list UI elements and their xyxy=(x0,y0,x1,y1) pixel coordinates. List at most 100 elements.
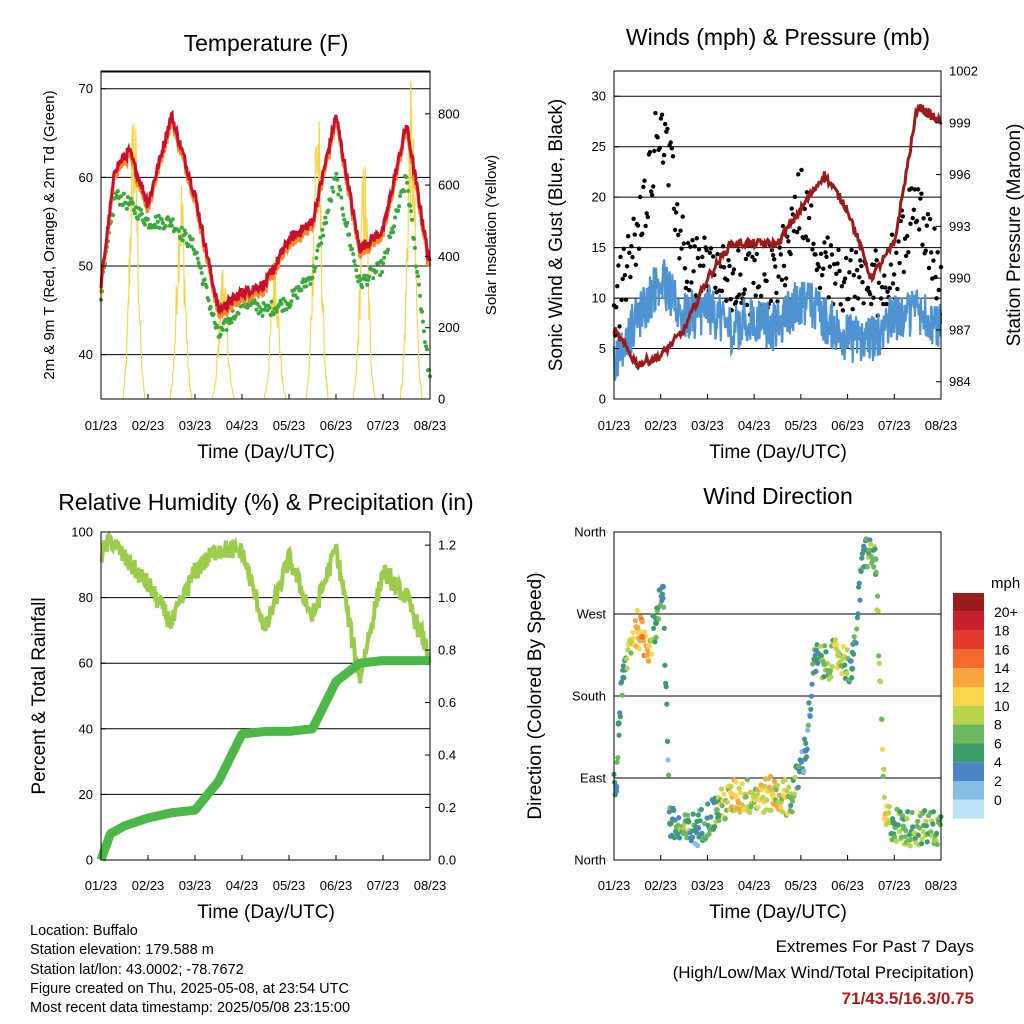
dewpoint-point xyxy=(139,211,144,216)
legend-swatch xyxy=(953,630,984,650)
gust-point xyxy=(619,297,624,303)
direction-point xyxy=(802,747,809,754)
dewpoint-point xyxy=(304,284,309,289)
direction-point xyxy=(878,679,884,685)
dewpoint-point xyxy=(353,263,358,268)
dewpoint-point xyxy=(364,273,369,278)
dewpoint-point xyxy=(334,171,339,176)
y2-tick-label: 200 xyxy=(438,320,460,335)
station-elevation: Station elevation: 179.588 m xyxy=(30,942,214,959)
dewpoint-point xyxy=(121,191,126,196)
legend-label: 6 xyxy=(994,735,1002,751)
direction-point xyxy=(828,674,834,680)
gust-point xyxy=(645,214,650,220)
gust-point xyxy=(829,252,835,257)
gust-point xyxy=(905,233,910,239)
gust-point xyxy=(719,288,725,294)
extremes-box: Extremes For Past 7 Days (High/Low/Max W… xyxy=(673,934,974,1012)
legend-label: 4 xyxy=(994,754,1002,770)
direction-point xyxy=(617,714,623,720)
direction-point xyxy=(630,629,636,636)
gust-point xyxy=(772,257,777,262)
dewpoint-point xyxy=(279,301,284,306)
gust-point xyxy=(768,298,774,304)
gust-point xyxy=(840,308,846,313)
dewpoint-point xyxy=(224,328,229,332)
gust-point xyxy=(630,255,635,260)
gust-point xyxy=(672,227,678,233)
gust-point xyxy=(695,255,701,261)
direction-point xyxy=(660,583,666,590)
direction-point xyxy=(663,684,669,690)
gust-point xyxy=(736,248,741,253)
legend-swatch xyxy=(953,743,984,763)
dewpoint-point xyxy=(409,209,414,214)
gust-point xyxy=(713,285,718,290)
dewpoint-point xyxy=(418,293,422,298)
dewpoint-point xyxy=(115,189,120,194)
direction-point xyxy=(907,843,913,849)
gust-point xyxy=(726,258,731,263)
direction-point xyxy=(676,815,682,821)
gust-point xyxy=(820,273,825,278)
direction-xlabel: Time (Day/UTC) xyxy=(709,902,847,923)
gust-point xyxy=(701,263,706,268)
direction-point xyxy=(699,830,705,837)
gust-point xyxy=(906,250,911,255)
direction-point xyxy=(747,809,753,816)
gust-point xyxy=(818,251,824,256)
pressure-line xyxy=(612,103,943,371)
temperature-x-ticks: 01/23 02/23 03/23 04/23 05/23 06/23 07/23 08/23 xyxy=(85,394,446,433)
dewpoint-point xyxy=(312,269,317,274)
gust-point xyxy=(778,252,783,257)
gust-point xyxy=(623,297,629,302)
dewpoint-point xyxy=(360,285,365,290)
gust-point xyxy=(847,270,852,275)
extremes-values: 71/43.5/16.3/0.75 xyxy=(841,989,974,1008)
direction-points xyxy=(611,536,944,849)
direction-point xyxy=(764,797,770,803)
direction-point xyxy=(917,825,923,831)
gust-point xyxy=(849,247,854,253)
gust-point xyxy=(651,184,656,189)
direction-point xyxy=(667,820,674,827)
y-tick-label: 0 xyxy=(599,392,606,407)
gust-point xyxy=(679,246,684,251)
gust-point xyxy=(660,160,666,165)
direction-point xyxy=(646,642,652,649)
direction-left-ticks: North East South West North xyxy=(572,525,619,868)
y-tick-label: 5 xyxy=(599,341,606,356)
gust-point xyxy=(697,263,703,268)
direction-point xyxy=(620,674,627,681)
direction-point xyxy=(632,618,639,624)
direction-point xyxy=(912,836,918,842)
dewpoint-point xyxy=(254,307,259,312)
gust-point xyxy=(676,232,681,238)
y-tick-label: 40 xyxy=(79,721,93,736)
gust-point xyxy=(756,284,762,289)
direction-point xyxy=(652,639,658,645)
gust-point xyxy=(885,289,890,294)
dewpoint-point xyxy=(271,312,276,317)
direction-point xyxy=(615,755,621,761)
gust-point xyxy=(770,253,776,258)
direction-point xyxy=(818,653,825,659)
dewpoint-point xyxy=(354,268,359,273)
gust-point xyxy=(832,262,837,267)
dewpoint-point xyxy=(142,222,147,227)
direction-point xyxy=(881,794,888,800)
gust-point xyxy=(696,247,702,252)
direction-point xyxy=(821,674,827,680)
direction-point xyxy=(881,766,887,772)
dewpoint-point xyxy=(396,208,401,213)
gust-point xyxy=(677,256,682,261)
direction-point xyxy=(923,823,930,829)
y-tick-label: 20 xyxy=(79,787,93,802)
gust-point xyxy=(833,281,838,286)
dewpoint-point xyxy=(324,220,329,225)
y-tick-label: 10 xyxy=(592,291,606,306)
direction-point xyxy=(910,824,916,830)
dewpoint-point xyxy=(267,305,272,310)
dewpoint-point xyxy=(190,237,195,242)
x-tick-label: 04/23 xyxy=(226,878,259,893)
